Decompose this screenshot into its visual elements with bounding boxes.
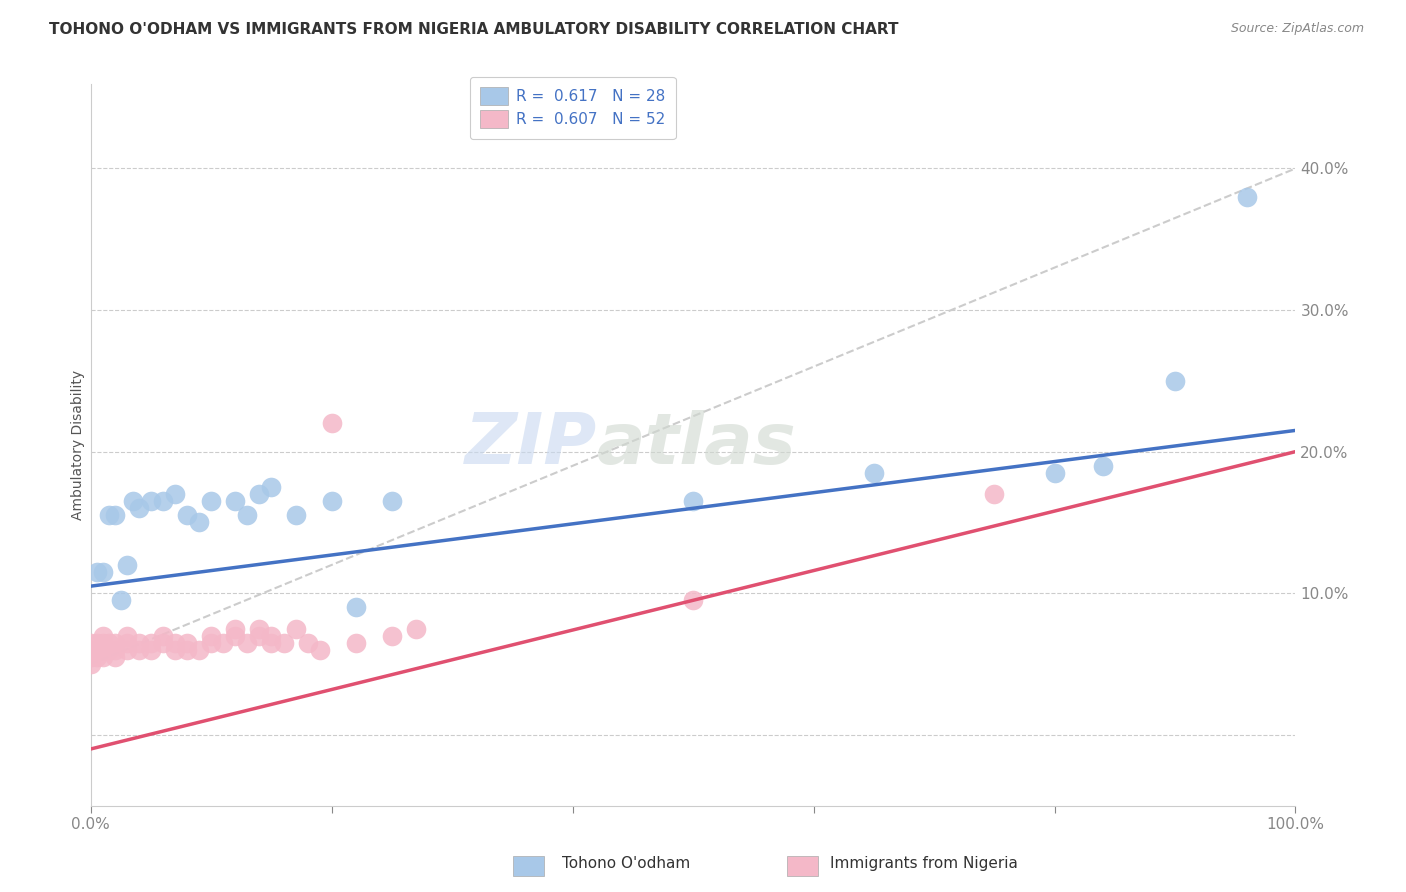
Legend: R =  0.617   N = 28, R =  0.607   N = 52: R = 0.617 N = 28, R = 0.607 N = 52 [470, 77, 675, 139]
Text: Tohono O'odham: Tohono O'odham [562, 856, 690, 871]
Point [80, 657, 103, 671]
Point [260, 629, 283, 643]
Point [284, 622, 307, 636]
Point [236, 636, 259, 650]
Point [224, 629, 246, 643]
Point [249, 487, 271, 501]
Point [249, 629, 271, 643]
Point [344, 636, 367, 650]
Point [97, 508, 120, 523]
Point [176, 636, 198, 650]
Point [104, 643, 127, 657]
Point [86, 643, 108, 657]
Point [260, 636, 283, 650]
Point [152, 636, 174, 650]
Point [405, 622, 427, 636]
Point [381, 629, 404, 643]
Point [139, 643, 162, 657]
Point [224, 622, 246, 636]
Point [139, 494, 162, 508]
Point [1043, 466, 1066, 480]
Text: Source: ZipAtlas.com: Source: ZipAtlas.com [1230, 22, 1364, 36]
Point [115, 629, 138, 643]
Point [344, 600, 367, 615]
Point [139, 636, 162, 650]
Point [91, 629, 114, 643]
Point [176, 508, 198, 523]
Point [115, 636, 138, 650]
Point [321, 417, 343, 431]
Point [122, 494, 145, 508]
Point [128, 501, 150, 516]
Point [104, 649, 127, 664]
Point [80, 643, 103, 657]
Point [682, 593, 704, 607]
Point [91, 643, 114, 657]
Point [200, 629, 222, 643]
Point [273, 636, 295, 650]
Text: atlas: atlas [596, 410, 797, 479]
Point [89, 643, 111, 657]
Point [200, 636, 222, 650]
Point [97, 636, 120, 650]
Point [86, 643, 108, 657]
Point [91, 636, 114, 650]
Point [86, 565, 108, 579]
Point [115, 643, 138, 657]
Point [297, 636, 319, 650]
Point [97, 643, 120, 657]
Point [104, 508, 127, 523]
Point [188, 643, 211, 657]
Point [165, 636, 187, 650]
Point [91, 565, 114, 579]
Point [115, 558, 138, 572]
Point [224, 494, 246, 508]
Point [128, 643, 150, 657]
Point [682, 494, 704, 508]
Text: Immigrants from Nigeria: Immigrants from Nigeria [830, 856, 1018, 871]
Point [188, 516, 211, 530]
Point [128, 636, 150, 650]
Point [862, 466, 884, 480]
Point [236, 508, 259, 523]
Point [110, 593, 132, 607]
Point [91, 649, 114, 664]
Point [104, 636, 127, 650]
Point [1091, 458, 1114, 473]
Point [80, 636, 103, 650]
Point [212, 636, 235, 650]
Point [983, 487, 1005, 501]
Point [80, 649, 103, 664]
Point [86, 649, 108, 664]
Point [249, 622, 271, 636]
Point [200, 494, 222, 508]
Y-axis label: Ambulatory Disability: Ambulatory Disability [72, 369, 86, 520]
Point [152, 494, 174, 508]
Point [1164, 374, 1187, 388]
Text: ZIP: ZIP [464, 410, 596, 479]
Point [152, 629, 174, 643]
Point [284, 508, 307, 523]
Point [86, 636, 108, 650]
Point [321, 494, 343, 508]
Text: TOHONO O'ODHAM VS IMMIGRANTS FROM NIGERIA AMBULATORY DISABILITY CORRELATION CHAR: TOHONO O'ODHAM VS IMMIGRANTS FROM NIGERI… [49, 22, 898, 37]
Point [308, 643, 330, 657]
Point [1236, 190, 1258, 204]
Point [260, 480, 283, 494]
Point [381, 494, 404, 508]
Point [165, 487, 187, 501]
Point [176, 643, 198, 657]
Point [165, 643, 187, 657]
